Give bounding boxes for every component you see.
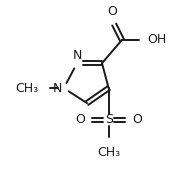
Text: O: O [132,113,142,126]
Text: N: N [53,82,62,95]
Text: CH₃: CH₃ [97,146,120,159]
Text: S: S [105,113,113,126]
Text: CH₃: CH₃ [16,82,39,95]
Text: N: N [72,49,82,62]
Text: O: O [75,113,85,126]
Text: OH: OH [147,33,166,46]
Text: O: O [107,5,117,18]
